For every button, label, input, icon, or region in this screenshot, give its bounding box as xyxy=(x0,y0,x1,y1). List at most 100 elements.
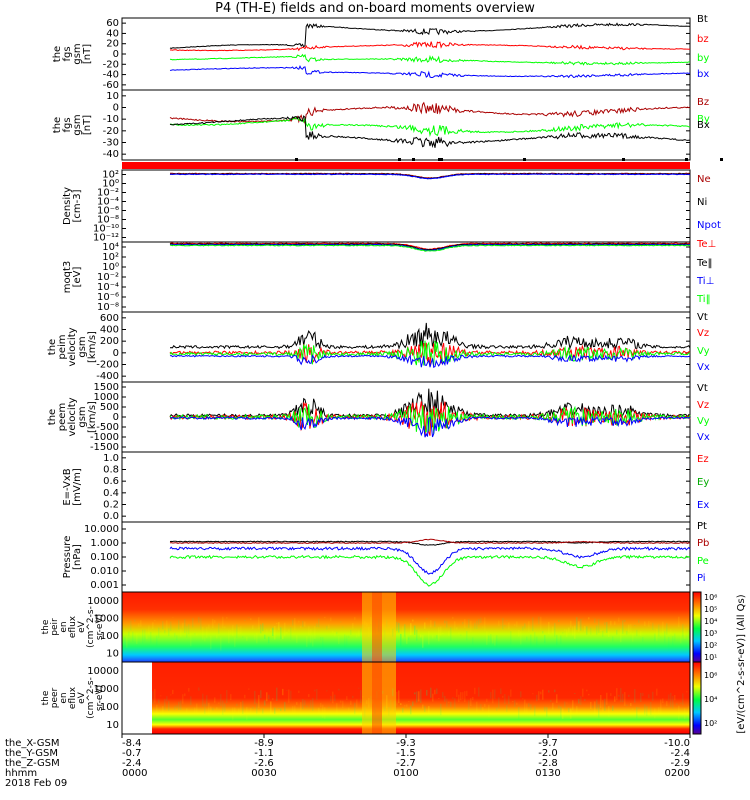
series-by-line xyxy=(169,117,691,137)
spectrogram-streak xyxy=(534,705,536,717)
spectrogram-streak xyxy=(224,703,226,712)
spectrogram-streak xyxy=(322,637,324,649)
spectrogram-streak xyxy=(606,622,608,633)
spectrogram-streak xyxy=(290,690,292,700)
x-tick-label: 0200 xyxy=(665,768,690,779)
spectrogram-streak xyxy=(648,694,650,699)
spectrogram-streak xyxy=(226,617,228,619)
spectrogram-streak xyxy=(488,704,490,717)
spectrogram-streak xyxy=(316,688,318,700)
spectrogram-streak xyxy=(666,700,668,707)
spectrogram-streak xyxy=(214,620,216,623)
spectrogram-streak xyxy=(168,700,170,711)
spectrogram-streak xyxy=(232,707,234,720)
spectrogram-streak xyxy=(542,689,544,700)
spectrogram-streak xyxy=(350,700,352,705)
mode-marker xyxy=(523,158,526,161)
legend-ni: Ni xyxy=(697,197,707,208)
x-tick-label: 0030 xyxy=(251,768,276,779)
spectrogram-streak xyxy=(680,632,682,644)
spectrogram-streak xyxy=(292,705,294,715)
spectrogram-streak xyxy=(346,635,348,646)
spectrogram-streak xyxy=(212,708,214,711)
spectrogram-streak xyxy=(578,621,580,632)
spectrogram-streak xyxy=(170,694,172,696)
y-tick-label: 10 xyxy=(106,91,119,102)
spectrogram-streak xyxy=(158,627,160,639)
legend-vy: Vy xyxy=(697,346,710,357)
spectrogram-streak xyxy=(556,634,558,646)
spectrogram-streak xyxy=(478,687,480,697)
spectrogram-streak xyxy=(186,626,188,638)
x-tick-label: -2.9 xyxy=(670,758,690,769)
spectrogram-streak xyxy=(624,620,626,622)
y-tick-label: -20 xyxy=(103,59,119,70)
spectrogram-streak xyxy=(618,617,620,622)
spectrogram-streak xyxy=(318,707,320,714)
spectrogram-streak xyxy=(656,628,658,641)
series-bt-line xyxy=(169,22,691,49)
spectrogram-streak xyxy=(662,698,664,704)
spectrogram-streak xyxy=(678,705,680,720)
spectrogram-streak xyxy=(352,623,354,629)
y-tick-label: 400 xyxy=(100,325,119,336)
spectrogram-streak xyxy=(466,690,468,696)
legend-ex: Ex xyxy=(697,500,709,511)
y-tick-label: -40 xyxy=(103,149,119,160)
spectrogram-burst xyxy=(372,662,382,734)
colorbar-tick: 10⁶ xyxy=(704,671,717,680)
spectrogram-streak xyxy=(602,630,604,637)
spectrogram-streak xyxy=(202,626,204,640)
spectrogram-streak xyxy=(242,636,244,638)
spectrogram-streak xyxy=(530,634,532,646)
spectrogram-image xyxy=(122,592,690,662)
legend-npot: Npot xyxy=(697,220,721,231)
spectrogram-streak xyxy=(440,703,442,716)
spectrogram-streak xyxy=(222,700,224,715)
legend-pi: Pi xyxy=(697,573,706,584)
colorbar-label: [eV/(cm^2-s-sr-eV)] (All Qs) xyxy=(736,594,747,733)
x-axis-row-label: the_X-GSM xyxy=(5,738,59,749)
spectrogram-streak xyxy=(628,694,630,697)
series-te‖-line xyxy=(169,243,691,251)
spectrogram-streak xyxy=(174,632,176,638)
spectrogram-streak xyxy=(688,629,690,638)
y-axis-label: the xyxy=(41,619,51,634)
y-tick-label: 0.001 xyxy=(90,580,119,591)
legend-by: by xyxy=(697,53,709,64)
spectrogram-streak xyxy=(294,705,296,716)
spectrogram-streak xyxy=(574,693,576,694)
spectrogram-streak xyxy=(666,623,668,635)
spectrogram-streak xyxy=(188,624,190,635)
spectrogram-streak xyxy=(406,704,408,707)
spectrogram-streak xyxy=(204,636,206,642)
spectrogram-streak xyxy=(640,630,642,637)
spectrogram-streak xyxy=(404,704,406,707)
spectrogram-streak xyxy=(254,634,256,640)
spectrogram-streak xyxy=(222,616,224,629)
spectrogram-streak xyxy=(178,620,180,630)
spectrogram-streak xyxy=(486,631,488,645)
colorbar-top xyxy=(692,591,702,663)
spectrogram-streak xyxy=(270,628,272,631)
spectrogram-streak xyxy=(554,689,556,693)
legend-ez: Ez xyxy=(697,454,709,465)
y-axis-label: fgs xyxy=(62,46,73,61)
spectrogram-streak xyxy=(358,687,360,689)
legend-pb: Pb xyxy=(697,538,709,549)
spectrogram-streak xyxy=(328,624,330,629)
spectrogram-streak xyxy=(434,689,436,695)
spectrogram-streak xyxy=(256,632,258,644)
spectrogram-streak xyxy=(462,692,464,700)
spectrogram-streak xyxy=(180,700,182,711)
spectrogram-streak xyxy=(276,687,278,701)
spectrogram-streak xyxy=(604,622,606,625)
spectrogram-streak xyxy=(162,621,164,630)
colorbar-tick: 10¹ xyxy=(704,653,717,662)
y-tick-label: 10 xyxy=(106,720,119,731)
spectrogram-streak xyxy=(448,701,450,703)
spectrogram-streak xyxy=(398,690,400,704)
y-tick-label: 10⁰ xyxy=(102,179,119,190)
spectrogram-streak xyxy=(580,696,582,706)
y-tick-label: 10000 xyxy=(87,596,119,607)
